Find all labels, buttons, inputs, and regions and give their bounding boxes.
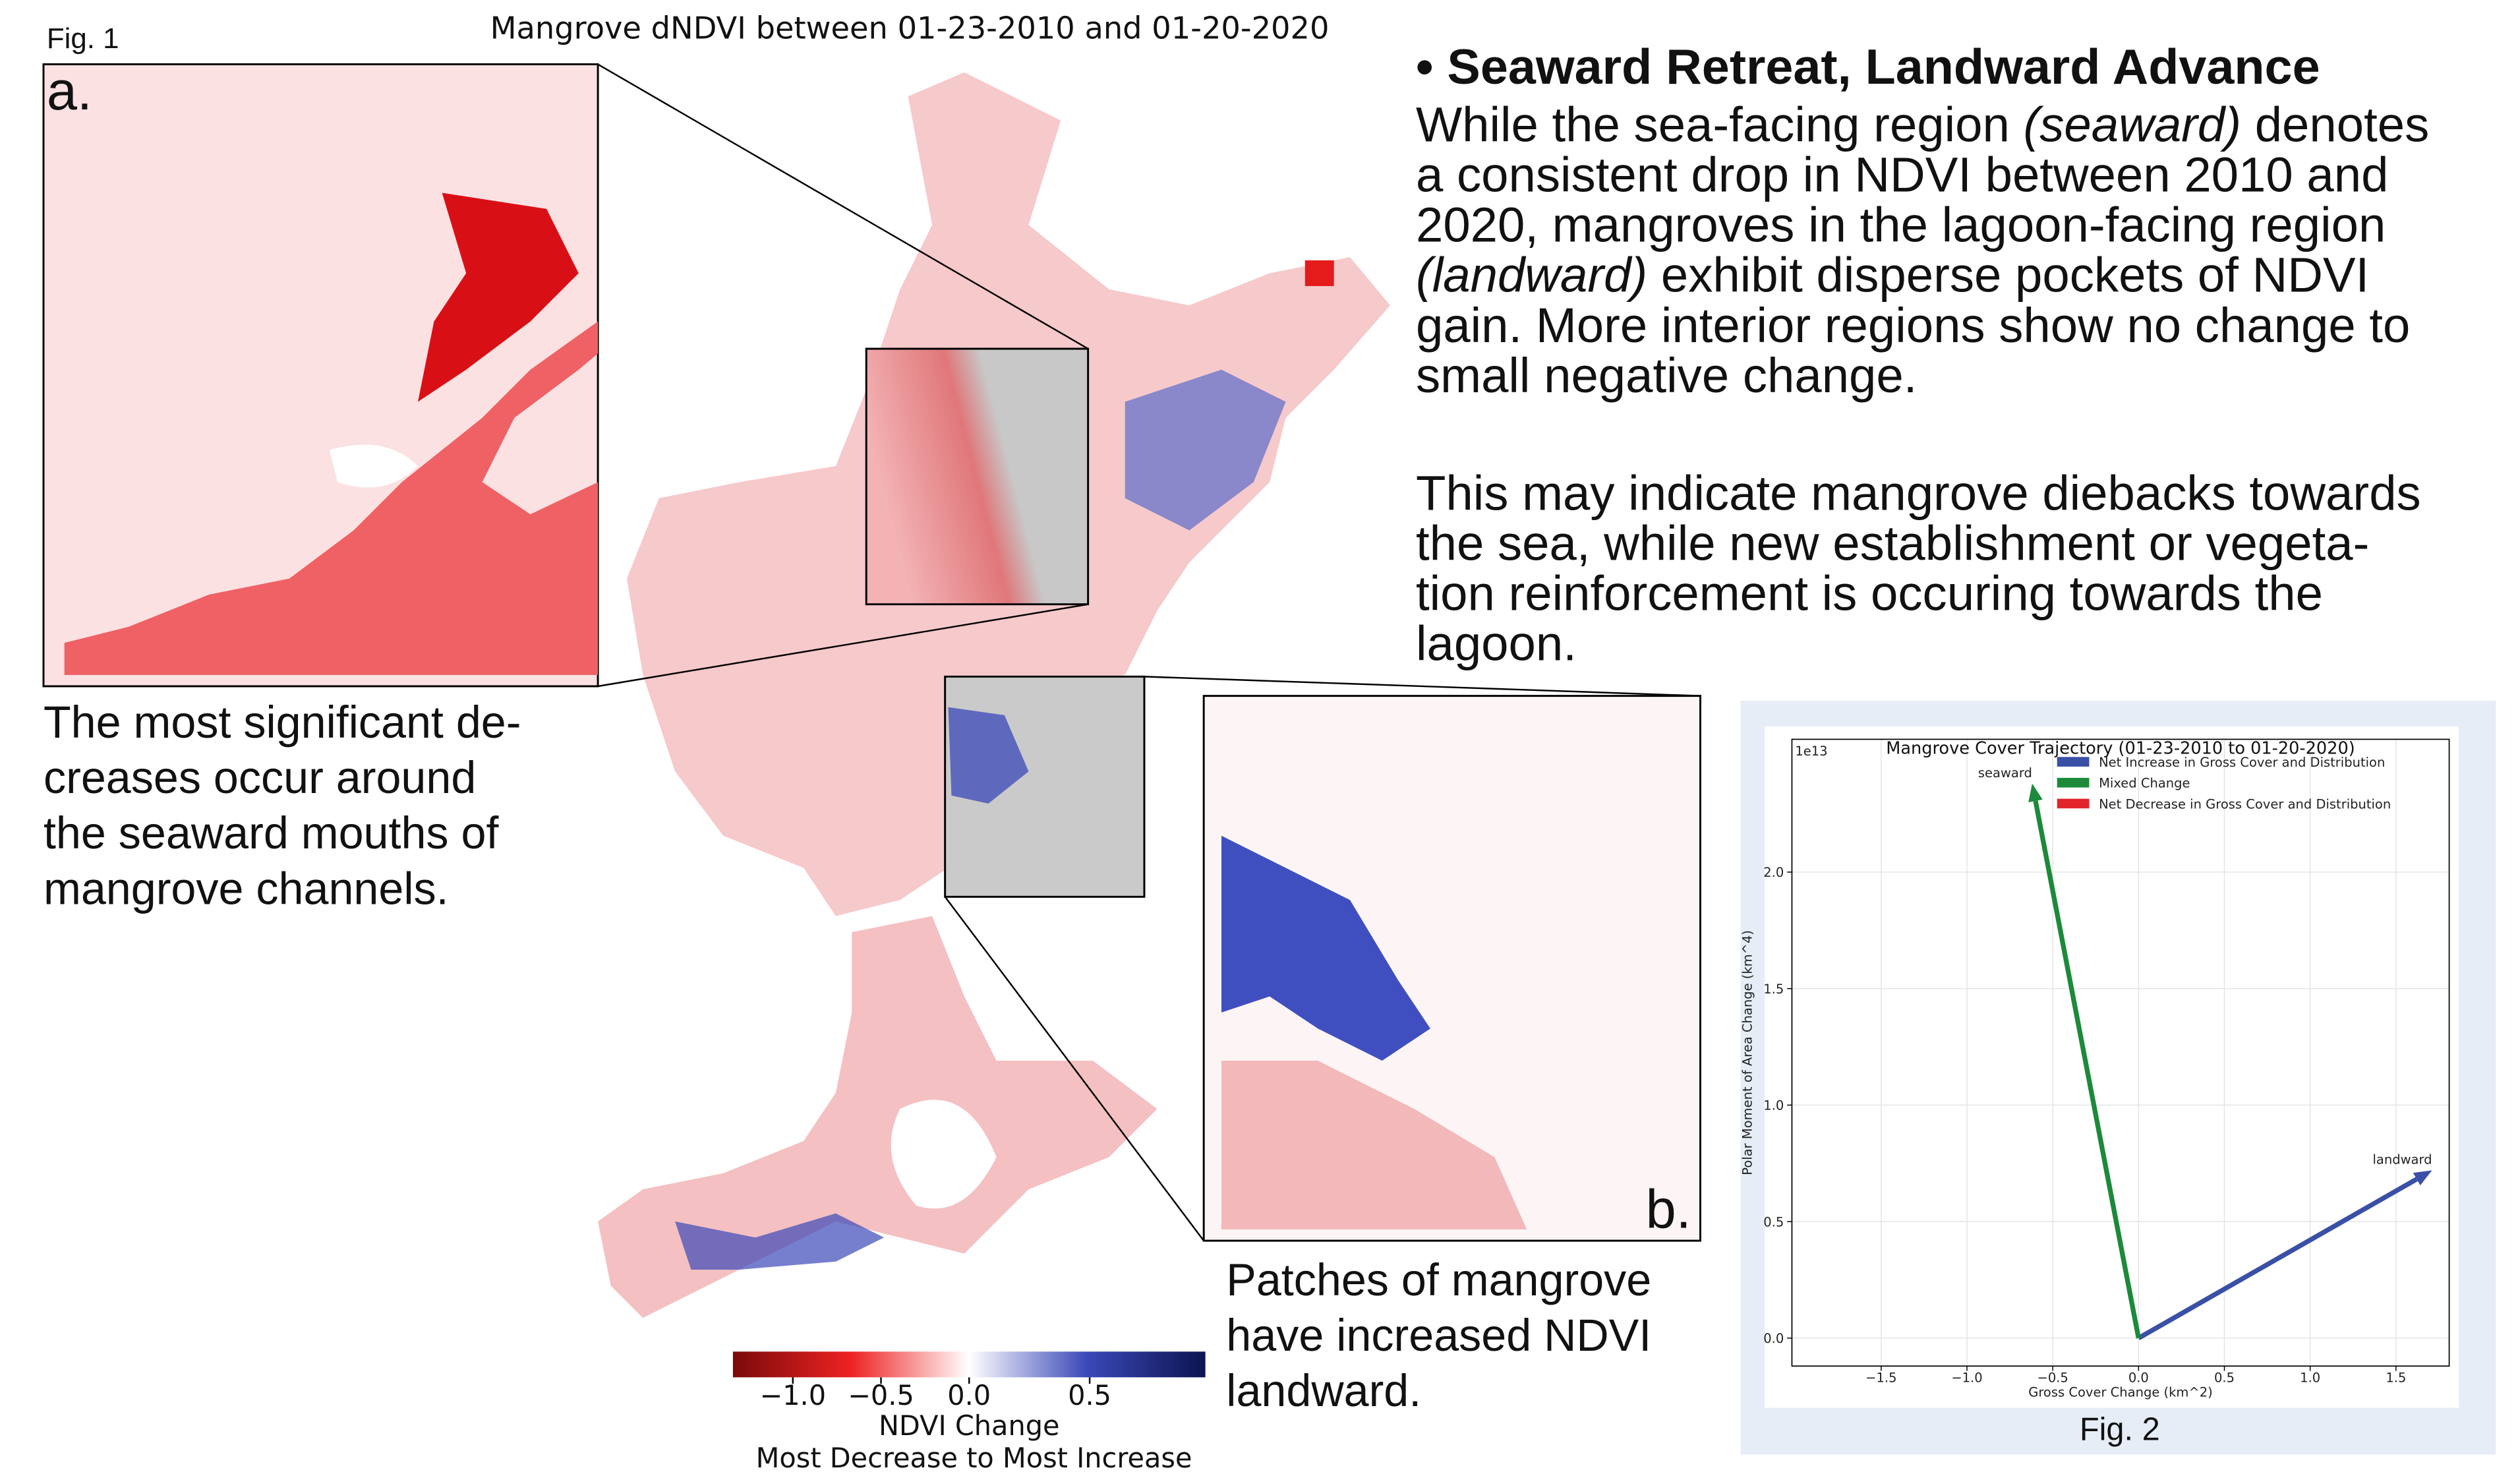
arrow-head: [2413, 1170, 2432, 1186]
y-offset: 1e13: [1795, 744, 1827, 759]
paragraph-line: lagoon.: [1416, 616, 1577, 671]
caption-line: The most significant de-: [44, 697, 521, 748]
zoom-line: [597, 603, 1088, 688]
zoom-line: [597, 63, 1089, 350]
x-tick-label: −1.0: [1951, 1371, 1982, 1386]
zoom-box-a: [865, 347, 1090, 606]
text-segment: small negative change.: [1416, 348, 1917, 403]
paragraph-line: tion reinforcement is occuring towards t…: [1416, 566, 2323, 620]
colorbar-tick-label: −1.0: [759, 1380, 826, 1411]
x-axis-label: Gross Cover Change (km^2): [2028, 1385, 2213, 1400]
y-tick-label: 0.5: [1763, 1214, 1784, 1229]
zoom-line: [944, 896, 1205, 1241]
x-tick-label: 1.0: [2300, 1371, 2320, 1386]
legend-label: Mixed Change: [2099, 776, 2190, 791]
inset-a-loss: [64, 72, 599, 675]
caption-line: landward.: [1226, 1366, 1421, 1416]
point-label: landward: [2372, 1152, 2432, 1167]
point-label: seaward: [1978, 765, 2032, 781]
text-segment: (landward): [1416, 248, 1647, 303]
x-tick-label: 1.5: [2386, 1371, 2406, 1386]
paragraph-line: While the sea-facing region (seaward) de…: [1416, 98, 2429, 152]
text-segment: lagoon.: [1416, 616, 1577, 671]
fig2-figure: [1765, 726, 2459, 1408]
text-segment: This may indicate mangrove diebacks towa…: [1416, 465, 2421, 520]
legend-swatch: [2057, 757, 2090, 767]
map: [597, 63, 1701, 1318]
x-tick-label: 0.0: [2128, 1371, 2149, 1386]
inset-b-gain: [1221, 835, 1430, 1061]
y-tick-label: 0.0: [1763, 1331, 1784, 1346]
text-segment: (seaward): [2024, 98, 2242, 152]
y-tick-label: 1.0: [1763, 1098, 1784, 1113]
plot-frame: [1791, 738, 2450, 1367]
caption-line: Patches of mangrove: [1226, 1255, 1651, 1305]
colorbar-tick-label: −0.5: [848, 1380, 914, 1411]
text-segment: a consistent drop in NDVI between 2010 a…: [1416, 148, 2388, 202]
caption-line: mangrove channels.: [44, 864, 449, 914]
caption-line: the seaward mouths of: [44, 808, 500, 858]
paragraph-line: gain. More interior regions show no chan…: [1416, 298, 2410, 353]
inset-a-white: [329, 444, 419, 488]
paragraph-line: small negative change.: [1416, 348, 1917, 403]
caption-line: have increased NDVI: [1226, 1311, 1651, 1361]
text-segment: exhibit disperse pockets of NDVI: [1647, 248, 2369, 303]
figure-label: Fig. 1: [47, 22, 119, 55]
map-gain: [675, 1213, 885, 1270]
legend-label: Net Increase in Gross Cover and Distribu…: [2099, 755, 2385, 770]
x-tick-label: −1.5: [1865, 1371, 1896, 1386]
chart-title: Mangrove Cover Trajectory (01-23-2010 to…: [1886, 738, 2355, 758]
zoom-line: [1144, 676, 1701, 697]
text-segment: tion reinforcement is occuring towards t…: [1416, 566, 2323, 620]
inset-b-loss: [1221, 1061, 1527, 1230]
paragraph-line: (landward) exhibit disperse pockets of N…: [1416, 248, 2369, 303]
caption-line: creases occur around: [44, 753, 476, 803]
legend-label: Net Decrease in Gross Cover and Distribu…: [2099, 796, 2391, 812]
map-gain: [948, 707, 1029, 804]
map-title: Mangrove dNDVI between 01-23-2010 and 01…: [490, 11, 1330, 46]
y-tick-label: 1.5: [1763, 982, 1784, 997]
colorbar-label: NDVI Change: [879, 1410, 1060, 1442]
map-region: [891, 1100, 997, 1209]
colorbar: [732, 1351, 1206, 1378]
paragraph-line: a consistent drop in NDVI between 2010 a…: [1416, 148, 2388, 202]
colorbar-tick-label: 0.0: [947, 1380, 991, 1411]
inset-label: b.: [1646, 1179, 1691, 1240]
legend-swatch: [2057, 777, 2090, 788]
arrow: [2033, 800, 2141, 1339]
x-tick-label: −0.5: [2037, 1371, 2068, 1386]
text-segment: 2020, mangroves in the lagoon-facing reg…: [1416, 198, 2386, 252]
y-axis-label: Polar Moment of Area Change (km^4): [1740, 930, 1755, 1175]
map-gain: [1125, 369, 1286, 531]
arrow-head: [2028, 783, 2043, 803]
paragraph-line: the sea, while new establishment or vege…: [1416, 516, 2369, 570]
y-tick-label: 2.0: [1763, 865, 1784, 880]
colorbar-tick-label: 0.5: [1068, 1380, 1111, 1411]
text-segment: the sea, while new establishment or vege…: [1416, 516, 2369, 570]
paragraph-line: 2020, mangroves in the lagoon-facing reg…: [1416, 198, 2386, 252]
legend-swatch: [2057, 798, 2090, 809]
map-hotspot: [1304, 260, 1334, 286]
paragraph-line: This may indicate mangrove diebacks towa…: [1416, 465, 2421, 520]
text-segment: While the sea-facing region: [1416, 98, 2024, 152]
heading: • Seaward Retreat, Landward Advance: [1416, 40, 2320, 95]
inset-a-loss: [418, 192, 579, 402]
text-segment: gain. More interior regions show no chan…: [1416, 298, 2410, 353]
inset-label: a.: [47, 60, 92, 121]
map-region: [598, 916, 1157, 1318]
x-tick-label: 0.5: [2214, 1371, 2235, 1386]
text-segment: denotes: [2241, 98, 2429, 152]
arrow: [2137, 1177, 2418, 1341]
colorbar-sublabel: Most Decrease to Most Increase: [756, 1442, 1192, 1474]
figure-label: Fig. 2: [2080, 1411, 2160, 1447]
